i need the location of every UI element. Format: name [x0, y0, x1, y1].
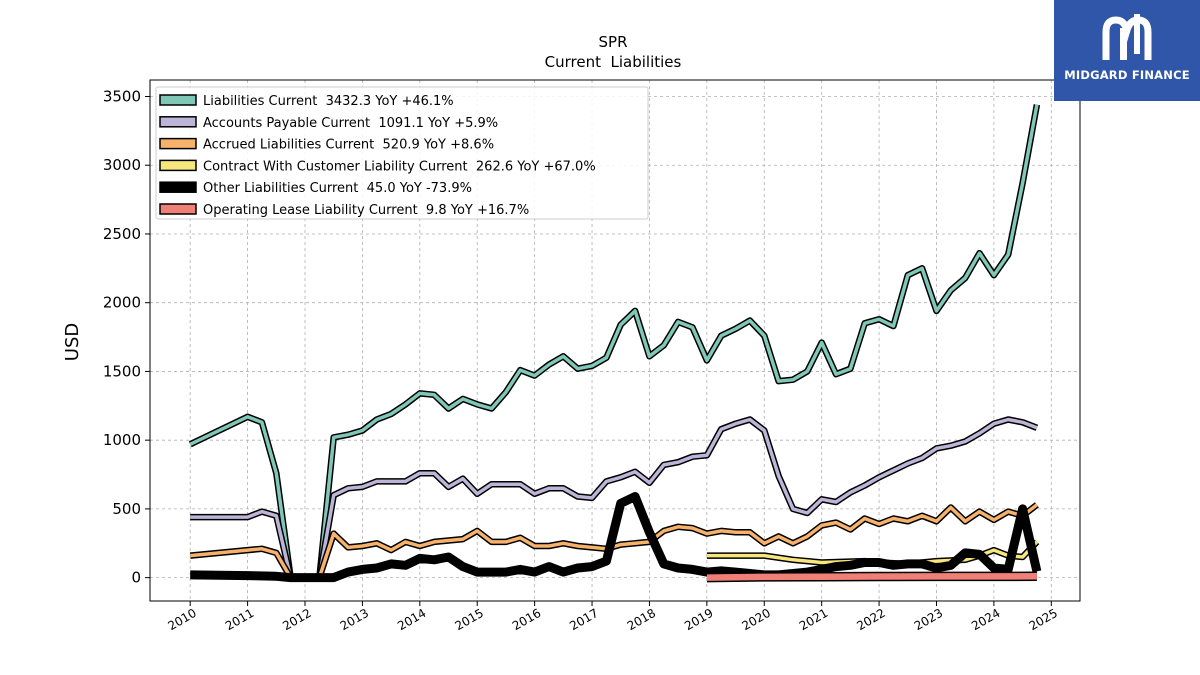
x-tick-label: 2018 — [625, 606, 658, 633]
x-tick-label: 2011 — [223, 606, 256, 633]
x-tick-label: 2020 — [740, 606, 773, 633]
y-tick-label: 0 — [131, 569, 141, 587]
brand-logo: MIDGARD FINANCE — [1054, 0, 1200, 101]
legend: Liabilities Current 3432.3 YoY +46.1% Acc… — [155, 86, 649, 220]
legend-label: Liabilities Current 3432.3 YoY +46.1% — [203, 94, 454, 109]
legend-swatch — [159, 94, 197, 106]
chart-title: SPR — [599, 33, 628, 51]
x-tick-label: 2012 — [280, 606, 313, 633]
midgard-m-icon — [1102, 14, 1152, 60]
y-tick-label: 500 — [112, 500, 141, 518]
chart-subtitle: Current Liabilities — [545, 53, 682, 71]
legend-label: Operating Lease Liability Current 9.8 Yo… — [203, 203, 529, 218]
series-line-4 — [190, 492, 1042, 583]
brand-name: MIDGARD FINANCE — [1064, 68, 1190, 82]
x-tick-label: 2014 — [395, 606, 428, 633]
y-axis-label: USD — [62, 323, 83, 361]
plot-area — [188, 104, 1042, 583]
series-line-2 — [190, 503, 1038, 580]
series-line-1 — [190, 417, 1038, 580]
x-tick-label: 2021 — [797, 606, 830, 633]
x-tick-label: 2024 — [969, 606, 1002, 633]
series-line-0 — [189, 104, 1039, 580]
y-tick-label: 1500 — [103, 362, 141, 380]
legend-swatch — [159, 159, 197, 172]
legend-label: Accounts Payable Current 1091.1 YoY +5.9… — [203, 116, 498, 131]
legend-label: Contract With Customer Liability Current… — [203, 159, 596, 174]
x-tick-label: 2022 — [854, 606, 887, 633]
x-tick-label: 2023 — [912, 606, 945, 633]
y-tick-label: 2500 — [103, 225, 141, 243]
y-tick-label: 3500 — [103, 87, 141, 105]
x-tick-label: 2025 — [1027, 606, 1060, 633]
series-outline — [190, 416, 1039, 581]
y-tick-label: 3000 — [103, 156, 141, 174]
legend-box — [155, 86, 649, 220]
y-tick-label: 1000 — [103, 431, 141, 449]
x-tick-label: 2019 — [682, 606, 715, 633]
plot-frame — [149, 79, 1081, 602]
legend-label: Other Liabilities Current 45.0 YoY -73.9… — [203, 181, 472, 196]
x-tick-label: 2013 — [338, 606, 371, 633]
legend-label: Accrued Liabilities Current 520.9 YoY +8… — [203, 138, 494, 153]
x-tick-label: 2017 — [567, 606, 600, 633]
legend-swatch — [159, 203, 197, 215]
x-tick-label: 2015 — [452, 606, 485, 633]
series-line-5 — [706, 573, 1037, 581]
y-tick-label: 2000 — [103, 294, 141, 312]
x-tick-label: 2016 — [510, 606, 543, 633]
legend-swatch — [159, 137, 197, 150]
x-tick-label: 2010 — [165, 606, 198, 633]
legend-swatch — [159, 116, 197, 128]
legend-swatch — [159, 181, 197, 193]
